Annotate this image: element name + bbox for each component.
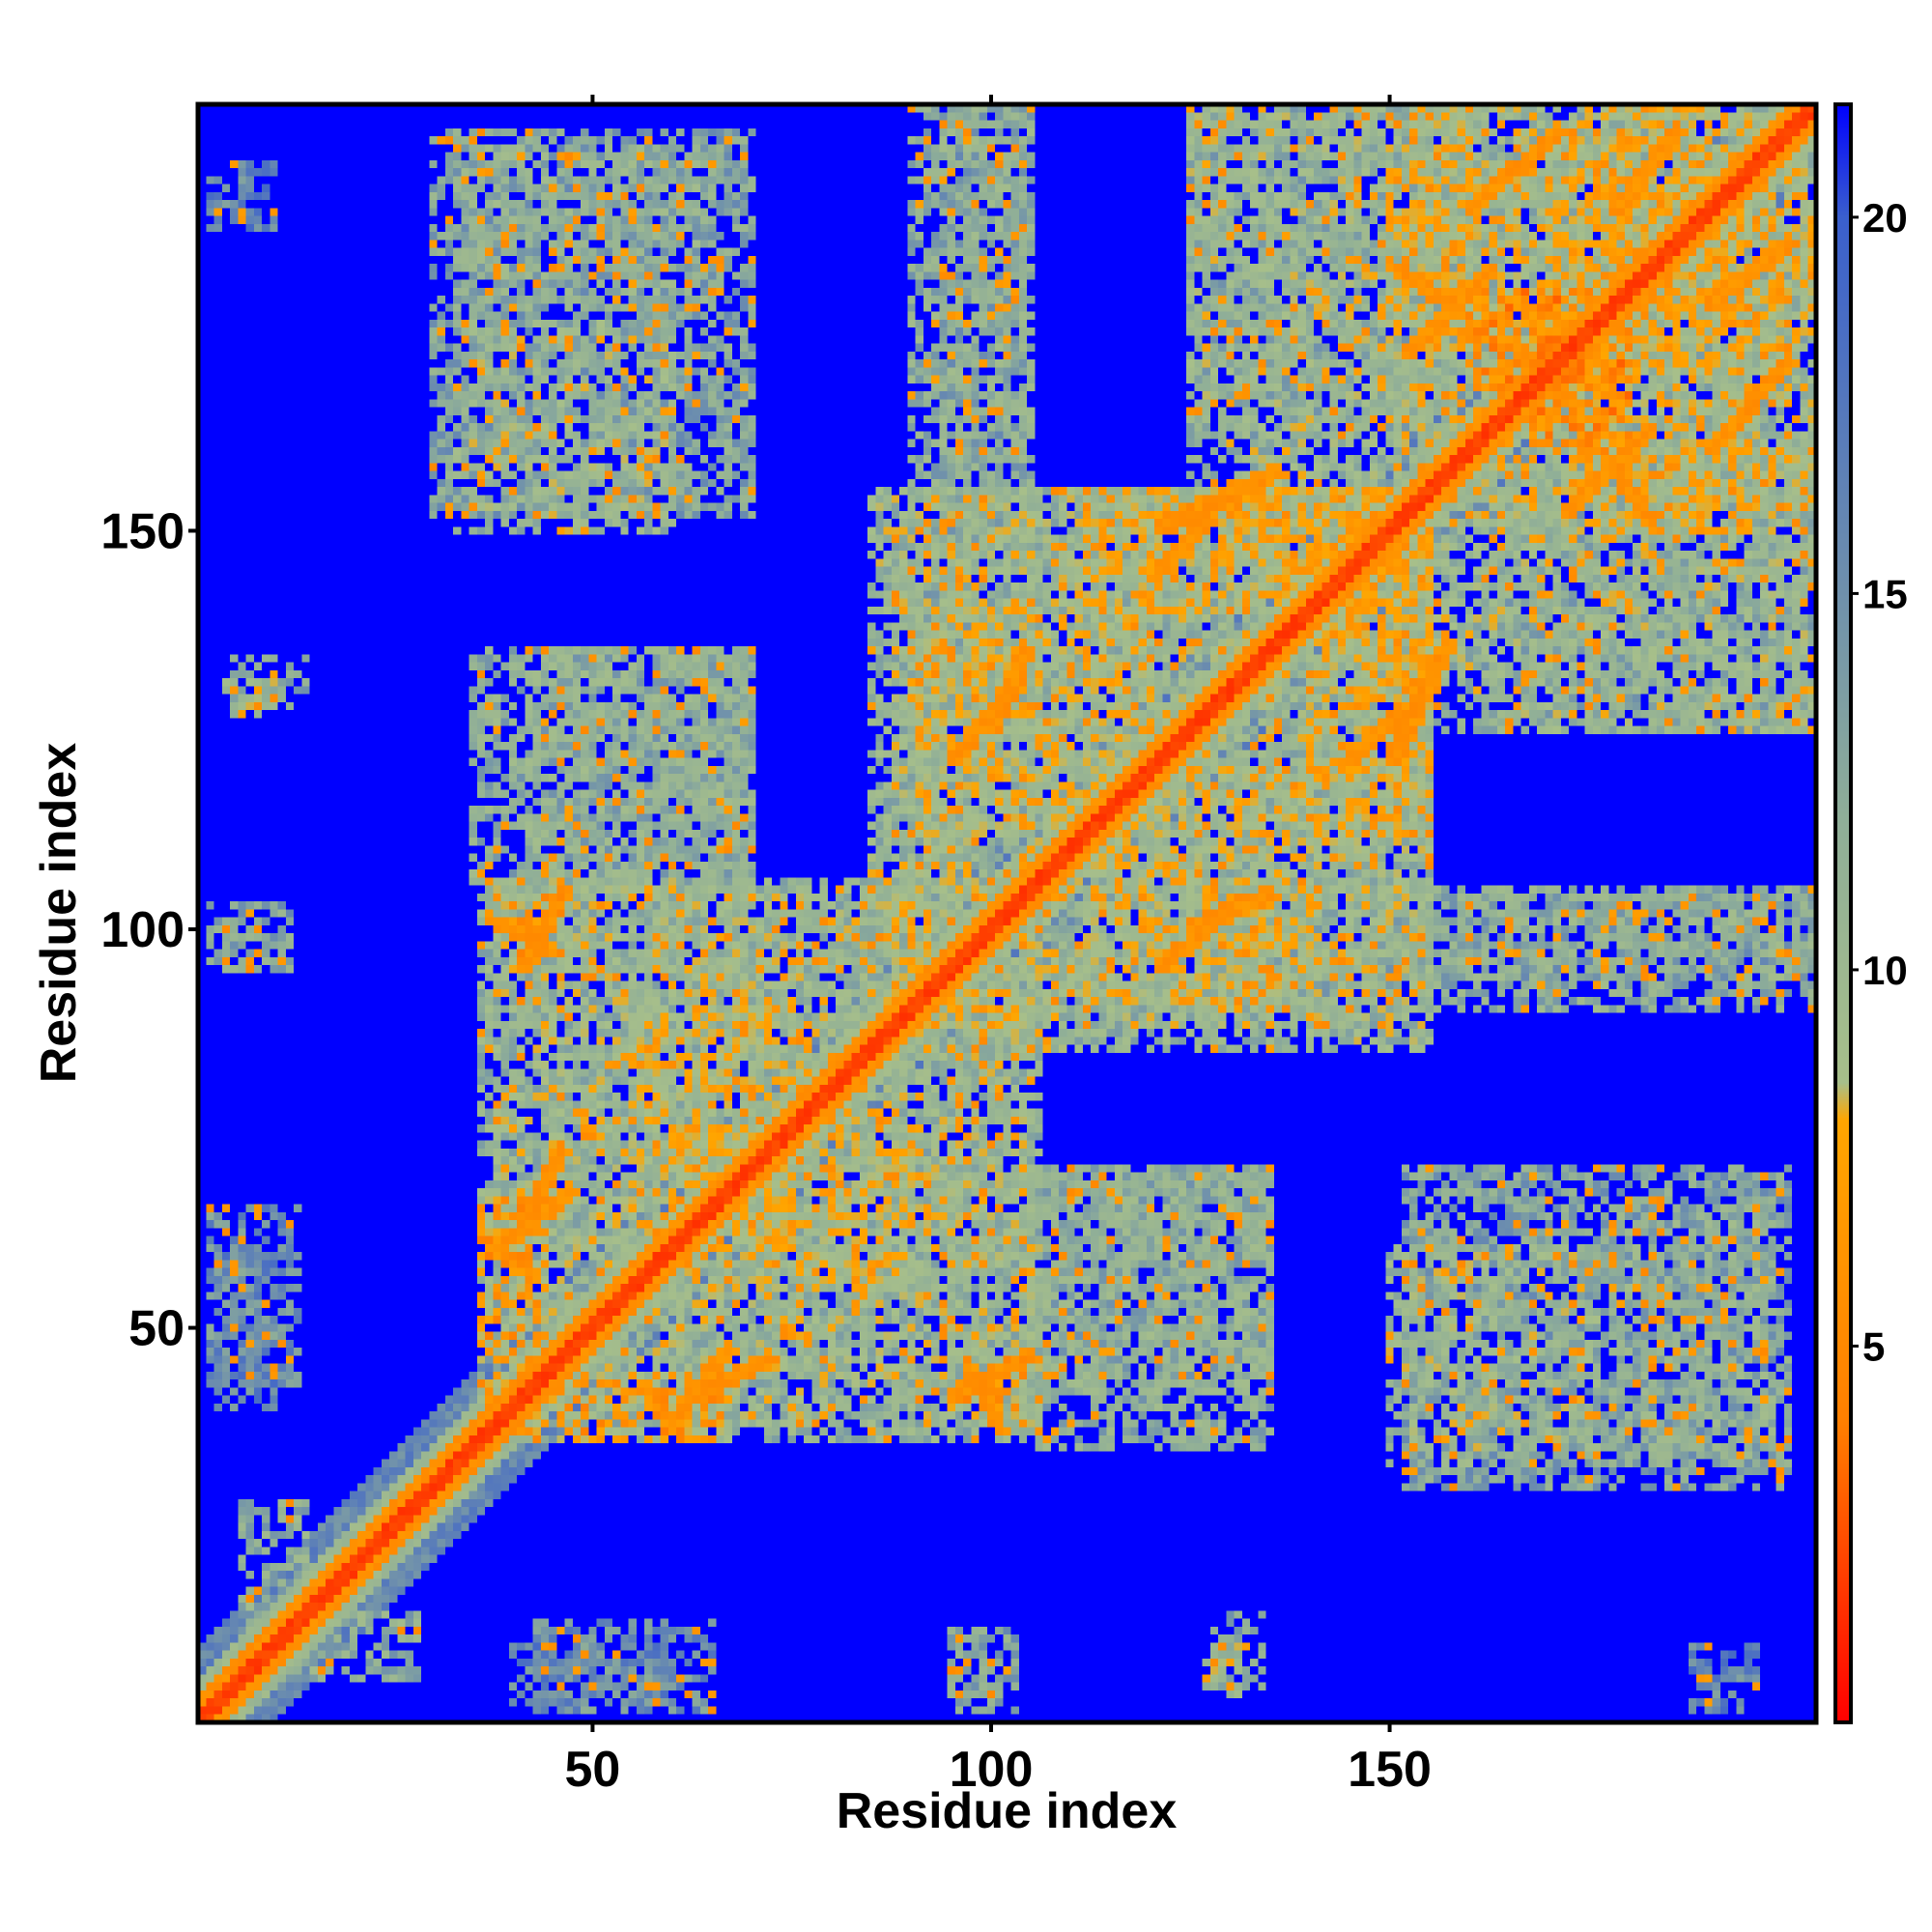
colorbar xyxy=(1833,102,1853,1724)
colorbar-tick-label: 20 xyxy=(1862,195,1908,241)
colorbar-tick-label: 10 xyxy=(1862,948,1908,993)
x-tick-label: 100 xyxy=(950,1742,1034,1798)
colorbar-tick-label: 5 xyxy=(1862,1323,1885,1369)
x-tick-label: 50 xyxy=(565,1742,621,1798)
x-axis-ticks: 50 100 150 xyxy=(565,95,1432,1798)
y-tick-label: 100 xyxy=(100,902,185,958)
x-axis-title: Residue index xyxy=(837,1783,1178,1839)
y-axis-title: Residue index xyxy=(31,743,87,1084)
colorbar-ticks: 5 10 15 20 xyxy=(1851,195,1908,1369)
y-tick-label: 150 xyxy=(100,503,185,559)
heatmap-cells xyxy=(198,104,1816,1722)
plot-frame xyxy=(195,101,1819,1725)
x-tick-label: 150 xyxy=(1348,1742,1432,1798)
colorbar-tick-label: 15 xyxy=(1862,571,1908,616)
y-axis-ticks: 50 100 150 xyxy=(100,503,198,1357)
y-tick-label: 50 xyxy=(128,1301,185,1357)
heatmap-image xyxy=(198,104,1816,1722)
